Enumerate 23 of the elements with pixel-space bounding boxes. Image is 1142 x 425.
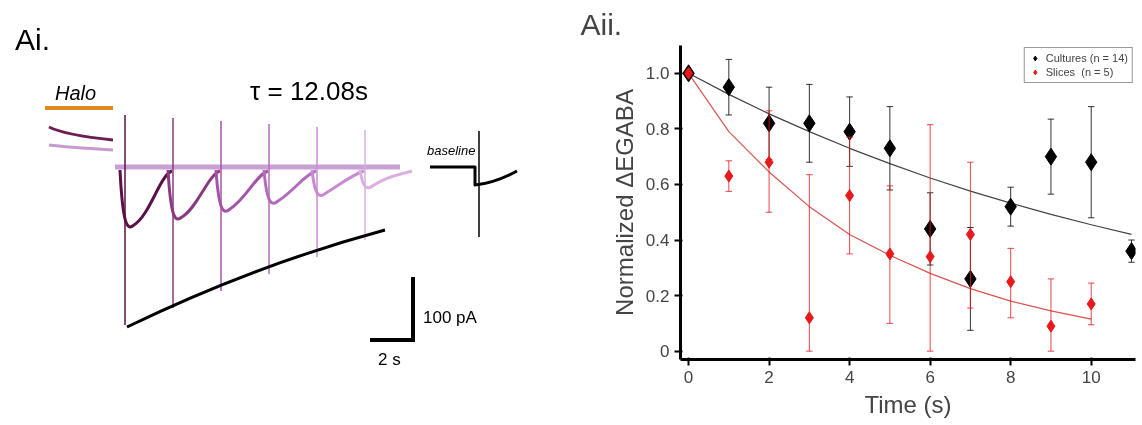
- text: baseline: [427, 143, 476, 158]
- text: 2 s: [378, 350, 401, 369]
- legend-label: Cultures (n = 14): [1045, 52, 1128, 64]
- y-axis-title: Normalized ΔEGABA: [610, 89, 638, 316]
- y-tick-label: 0.4: [645, 231, 670, 251]
- y-tick-label: 1.0: [645, 64, 670, 84]
- x-tick-label: 4: [844, 367, 855, 387]
- text: τ = 12.08s: [250, 76, 368, 106]
- text: Halo: [55, 82, 97, 104]
- chart-title: Aii.: [580, 7, 623, 41]
- x-tick-label: 2: [764, 367, 774, 387]
- legend-label: Slices (n = 5): [1045, 66, 1114, 78]
- x-tick-label: 0: [683, 367, 694, 387]
- y-tick-label: 0.6: [645, 175, 670, 195]
- y-tick-label: 0: [660, 342, 670, 362]
- y-tick-label: 0.8: [645, 119, 670, 139]
- text: Ai.: [15, 23, 51, 56]
- text: 100 pA: [423, 308, 478, 327]
- x-tick-label: 8: [1005, 367, 1016, 387]
- x-axis-title: Time (s): [864, 390, 952, 418]
- x-tick-label: 6: [925, 367, 935, 387]
- x-tick-label: 10: [1081, 367, 1101, 387]
- y-tick-label: 0.2: [645, 286, 670, 306]
